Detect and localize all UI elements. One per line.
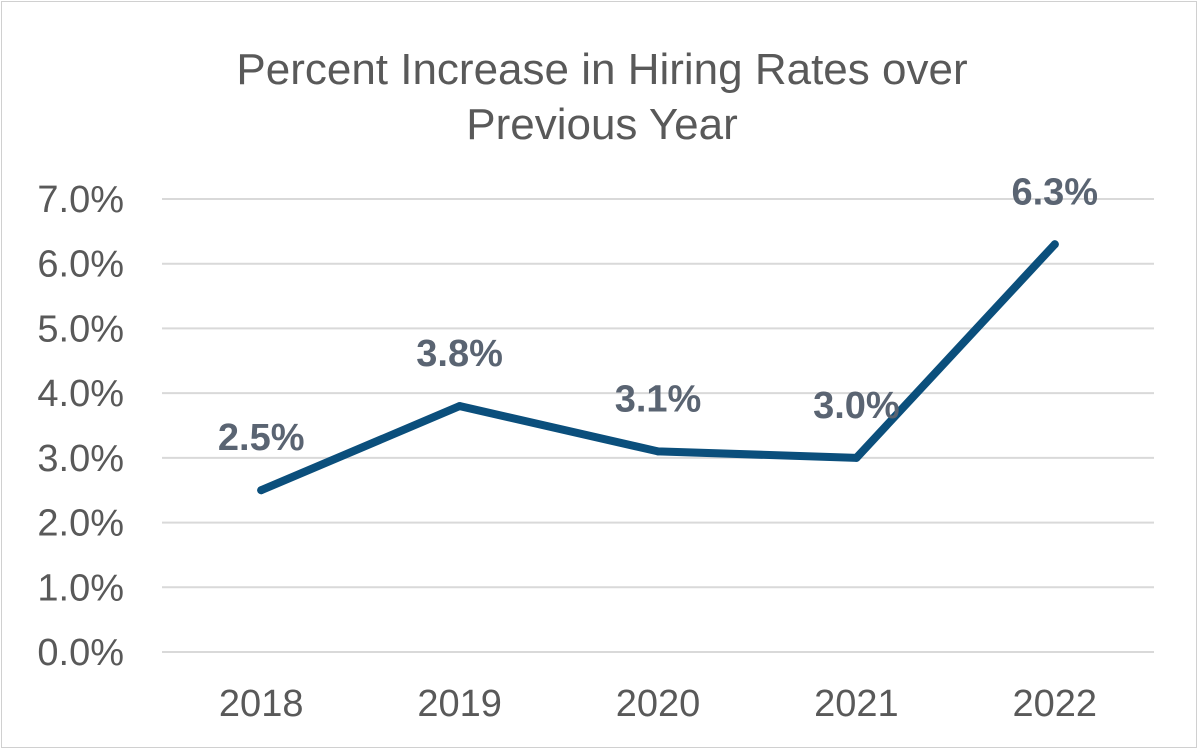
y-tick-label-6: 6.0% <box>37 244 124 286</box>
x-axis-ticks: 2018 2019 2020 2021 2022 <box>219 683 1097 725</box>
y-tick-label-2: 2.0% <box>37 503 124 545</box>
y-axis-ticks: 0.0% 1.0% 2.0% 3.0% 4.0% 5.0% 6.0% 7.0% <box>37 179 124 674</box>
data-point-2020 <box>654 447 662 456</box>
data-point-2018 <box>257 486 266 495</box>
y-tick-label-0: 0.0% <box>37 632 124 674</box>
data-label-2020: 3.1% <box>615 378 702 420</box>
data-point-2021 <box>852 453 861 462</box>
data-labels: 2.5% 3.8% 3.1% 3.0% 6.3% <box>218 171 1098 459</box>
chart-title-line-1: Percent Increase in Hiring Rates over <box>236 45 967 94</box>
data-point-2019 <box>455 402 464 411</box>
x-tick-label-2018: 2018 <box>219 683 304 725</box>
y-tick-label-7: 7.0% <box>37 179 124 221</box>
chart-title: Percent Increase in Hiring Rates over Pr… <box>236 45 967 149</box>
data-label-2018: 2.5% <box>218 417 305 459</box>
y-tick-label-4: 4.0% <box>37 373 124 415</box>
x-tick-label-2021: 2021 <box>814 683 899 725</box>
data-label-2019: 3.8% <box>416 333 503 375</box>
y-tick-label-3: 3.0% <box>37 438 124 480</box>
data-point-2022 <box>1050 240 1059 249</box>
series <box>257 240 1059 495</box>
x-tick-label-2020: 2020 <box>616 683 701 725</box>
data-label-2022: 6.3% <box>1011 171 1098 213</box>
y-tick-label-5: 5.0% <box>37 308 124 350</box>
gridlines <box>162 198 1154 653</box>
data-label-2021: 3.0% <box>813 385 900 427</box>
chart-title-line-2: Previous Year <box>466 100 738 149</box>
y-tick-label-1: 1.0% <box>37 567 124 609</box>
x-tick-label-2019: 2019 <box>417 683 502 725</box>
x-tick-label-2022: 2022 <box>1013 683 1098 725</box>
